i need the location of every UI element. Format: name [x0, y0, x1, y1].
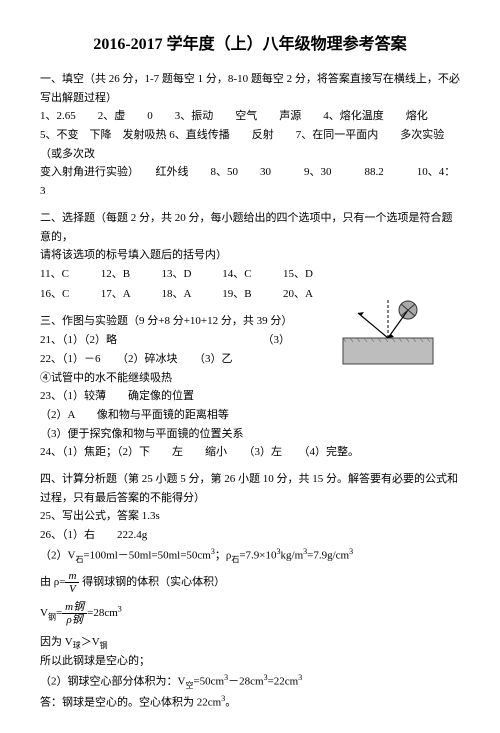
t: =100ml－50ml=50ml=50cm	[83, 549, 210, 561]
q23-2: （2）A 像和物与平面镜的距离相等	[40, 406, 460, 425]
sup: 3	[221, 694, 225, 703]
t: =50cm	[193, 676, 224, 688]
q26-conc: 所以此钢球是空心的；	[40, 652, 460, 671]
sub: 球	[73, 641, 81, 650]
t: V	[40, 607, 48, 619]
sec1-line: 5、不变 下降 发射吸热 6、直线传播 反射 7、在同一平面内 多次实验（或多次…	[40, 126, 460, 163]
t: ；ρ	[215, 549, 232, 561]
q26-2: （2）V石=100ml－50ml=50ml=50cm3；ρ石=7.9×103kg…	[40, 545, 460, 566]
t: =7.9g/cm	[307, 549, 349, 561]
mc-answer: 13、D	[162, 265, 220, 285]
num: m钢	[62, 601, 87, 614]
mc-answer: 16、C	[40, 285, 98, 305]
q26-3: 由 ρ=mV 得钢球钢的体积（实心体积）	[40, 570, 460, 595]
q23-1: 23、（1）较薄 确定像的位置	[40, 387, 460, 406]
page: 2016-2017 学年度（上）八年级物理参考答案 一、填空（共 26 分，1-…	[0, 0, 500, 733]
mc-answer: 14、C	[222, 265, 280, 285]
mc-answer: 12、B	[101, 265, 159, 285]
mc-answer: 17、A	[101, 285, 159, 305]
den: ρ钢	[62, 614, 87, 626]
t: kg/m	[281, 549, 304, 561]
section1-head: 一、填空（共 26 分，1-7 题每空 1 分，8-10 题每空 2 分，将答案…	[40, 70, 460, 107]
q26-hollow: （2）钢球空心部分体积为：V空=50cm3－28cm3=22cm3	[40, 671, 460, 692]
q24: 24、（1）焦距；（2）下 左 缩小 （3）左 （4）完整。	[40, 443, 460, 462]
t: （2）钢球空心部分体积为：V	[40, 676, 185, 688]
q21-text: 21、（1）（2）略	[40, 334, 117, 346]
q26-vgang: V钢=m钢ρ钢=28cm3	[40, 601, 460, 626]
sup: 3	[118, 605, 122, 614]
section2-head: 二、选择题（每题 2 分，共 20 分，每小题给出的四个选项中，只有一个选项是符…	[40, 209, 460, 246]
t: －28cm	[228, 676, 263, 688]
sec1-line: 1、2.65 2、虚 0 3、振动 空气 声源 4、熔化温度 熔化	[40, 107, 460, 126]
sub: 钢	[48, 613, 56, 622]
q21-3: （3）	[263, 334, 291, 346]
section2-sub: 请将该选项的标号填入题后的括号内）	[40, 246, 460, 265]
t: 答：钢球是空心的。空心体积为 22cm	[40, 697, 221, 709]
fraction: mV	[65, 570, 79, 595]
t: 得钢球钢的体积（实心体积）	[79, 576, 225, 588]
den: V	[65, 583, 79, 595]
sec1-line: 变入射角进行实验） 红外线 8、50 30 9、30 88.2 10、4：3	[40, 163, 460, 200]
t: 因为 V	[40, 636, 73, 648]
t: （2）V	[40, 549, 75, 561]
mc-row-1: 11、C 12、B 13、D 14、C 15、D	[40, 265, 460, 285]
t: =7.9×10	[239, 549, 276, 561]
sup: 3	[349, 547, 353, 556]
mc-answer: 11、C	[40, 265, 98, 285]
mc-answer: 20、A	[283, 285, 341, 305]
fraction: m钢ρ钢	[62, 601, 87, 626]
t: ＞V	[81, 636, 100, 648]
mc-answer: 18、A	[162, 285, 220, 305]
t: =28cm	[87, 607, 118, 619]
t: =22cm	[268, 676, 299, 688]
q25: 25、写出公式，答案 1.3s	[40, 507, 460, 526]
q22-2: ④试管中的水不能继续吸热	[40, 369, 460, 388]
t: 由 ρ=	[40, 576, 65, 588]
mc-answer: 19、B	[222, 285, 280, 305]
page-title: 2016-2017 学年度（上）八年级物理参考答案	[40, 30, 460, 54]
num: m	[65, 570, 79, 583]
mc-answer: 15、D	[283, 265, 341, 285]
diagram-21-3	[338, 288, 448, 368]
q26-1: 26、（1）右 222.4g	[40, 526, 460, 545]
sup: 3	[298, 673, 302, 682]
sub: 钢	[100, 641, 108, 650]
section4-head: 四、计算分析题（第 25 小题 5 分，第 26 小题 10 分，共 15 分。…	[40, 470, 460, 507]
q23-3: （3）便于探究像和物与平面镜的位置关系	[40, 425, 460, 444]
q26-ans: 答：钢球是空心的。空心体积为 22cm3。	[40, 692, 460, 712]
q26-cmp: 因为 V球＞V钢	[40, 633, 460, 653]
